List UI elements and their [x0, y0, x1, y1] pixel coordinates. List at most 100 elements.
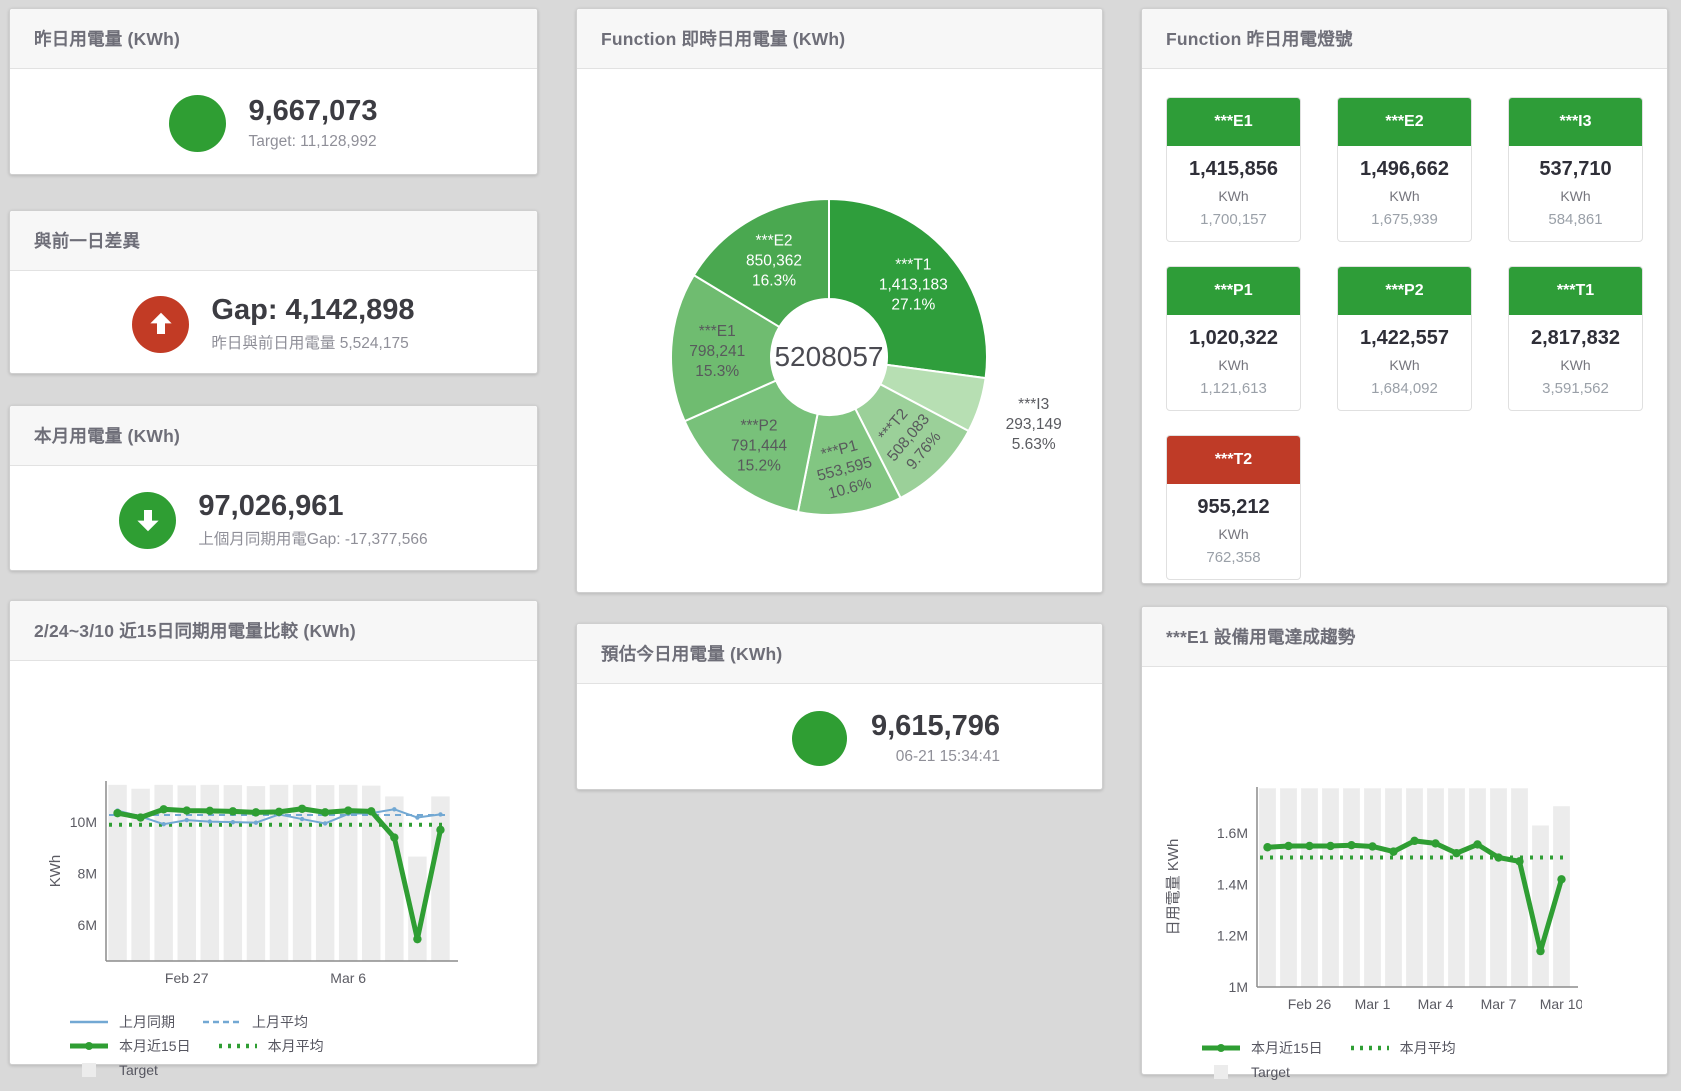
legend-swatch-thick-icon — [1202, 1044, 1240, 1052]
light-tile-P1-green: ***P1 1,020,322 KWh 1,121,613 — [1166, 266, 1301, 411]
status-circle-icon — [792, 711, 847, 766]
svg-text:6M: 6M — [78, 917, 97, 933]
arrow-up-icon — [132, 295, 190, 353]
donut-center-total: 5208057 — [774, 341, 883, 372]
donut-label-P1: ***P1553,59510.6% — [810, 435, 879, 505]
light-tile-name: ***T2 — [1167, 436, 1300, 484]
card-title-yesterday-lights: Function 昨日用電燈號 — [1142, 9, 1667, 69]
donut-label-E1: ***E1 798,241 15.3% — [689, 323, 745, 380]
legend-label: 本月平均 — [1399, 1040, 1456, 1056]
e1-trend-chart-legend: 本月近15日 本月平均 Target — [1200, 1036, 1667, 1084]
donut-label-T1: ***T1 1,413,183 27.1% — [879, 256, 948, 313]
light-tile-I3-green: ***I3 537,710 KWh 584,861 — [1508, 97, 1643, 242]
status-circle-icon — [169, 95, 227, 152]
card-yesterday-usage: 昨日用電量 (KWh) 9,667,073 Target: 11,128,992 — [9, 8, 538, 175]
svg-text:Mar 10: Mar 10 — [1540, 996, 1582, 1012]
light-tile-name: ***P1 — [1167, 267, 1300, 315]
day-gap-sub: 昨日與前日用電量 5,524,175 — [211, 335, 409, 353]
svg-text:10M: 10M — [70, 814, 97, 830]
card-title-e1-trend: ***E1 設備用電達成趨勢 — [1142, 607, 1667, 667]
light-tile-value: 1,415,856 — [1189, 158, 1278, 180]
light-tile-name: ***T1 — [1509, 267, 1642, 315]
card-title-day-gap: 與前一日差異 — [10, 211, 537, 271]
svg-text:Mar 6: Mar 6 — [330, 970, 366, 986]
svg-text:8M: 8M — [78, 866, 97, 882]
donut-label-P2: ***P2 791,444 15.2% — [731, 417, 787, 474]
day-gap-value: Gap: 4,142,898 — [211, 293, 415, 326]
donut-label-I3: ***I3 293,149 5.63% — [1006, 396, 1062, 453]
svg-text:1.4M: 1.4M — [1217, 876, 1248, 892]
light-tile-name: ***E2 — [1338, 98, 1471, 146]
light-tile-unit: KWh — [1389, 357, 1420, 373]
svg-text:1.6M: 1.6M — [1217, 825, 1248, 841]
legend-item-line[interactable]: 上月同期 — [68, 1012, 175, 1032]
light-tile-target: 1,675,939 — [1371, 211, 1438, 228]
card-title-realtime-usage: Function 即時日用電量 (KWh) — [577, 9, 1102, 69]
light-tile-unit: KWh — [1218, 526, 1249, 542]
legend-item-thick[interactable]: 本月近15日 — [68, 1036, 191, 1056]
legend-swatch-dots-icon — [1350, 1045, 1389, 1051]
light-tile-unit: KWh — [1218, 357, 1249, 373]
card-month-usage: 本月用電量 (KWh) 97,026,961 上個月同期用電Gap: -17,3… — [9, 405, 538, 571]
legend-label: Target — [1251, 1064, 1290, 1080]
card-e1-trend: ***E1 設備用電達成趨勢 1M 1.2M 1.4M 1.6M 日用電量 KWh Feb… — [1141, 606, 1668, 1080]
card-title-yesterday-usage: 昨日用電量 (KWh) — [10, 9, 537, 69]
legend-swatch-dots-icon — [218, 1043, 257, 1049]
svg-text:Mar 4: Mar 4 — [1418, 996, 1454, 1012]
card-day-gap: 與前一日差異 Gap: 4,142,898 昨日與前日用電量 5,524,175 — [9, 210, 538, 374]
legend-label: 本月平均 — [267, 1038, 324, 1054]
light-tile-name: ***E1 — [1167, 98, 1300, 146]
realtime-usage-donut-chart[interactable]: ***T1 1,413,183 27.1%***I3 293,149 5.63%***T… — [577, 69, 1104, 594]
card-title-estimated-today: 預估今日用電量 (KWh) — [577, 624, 1102, 684]
svg-text:1.2M: 1.2M — [1217, 928, 1248, 944]
light-tile-unit: KWh — [1560, 357, 1591, 373]
legend-item-dots[interactable]: 本月平均 — [1349, 1038, 1456, 1058]
legend-item-thick[interactable]: 本月近15日 — [1200, 1038, 1323, 1058]
donut-slice-T1[interactable] — [828, 197, 988, 380]
lights-grid: ***E1 1,415,856 KWh 1,700,157 ***E2 1,496,662… — [1142, 69, 1667, 608]
light-tile-target: 1,684,092 — [1371, 380, 1438, 397]
light-tile-target: 584,861 — [1548, 211, 1603, 228]
legend-swatch-line-icon — [70, 1020, 108, 1024]
light-tile-E2-green: ***E2 1,496,662 KWh 1,675,939 — [1337, 97, 1472, 242]
light-tile-T2-red: ***T2 955,212 KWh 762,358 — [1166, 435, 1301, 580]
yesterday-usage-value: 9,667,073 — [248, 95, 378, 128]
legend-item-dash[interactable]: 上月平均 — [201, 1012, 308, 1032]
legend-item-sq[interactable]: Target — [68, 1062, 158, 1078]
card-title-15day-comparison: 2/24~3/10 近15日同期用電量比較 (KWh) — [10, 601, 537, 661]
legend-label: 本月近15日 — [1251, 1040, 1323, 1056]
donut-slice-P2[interactable] — [683, 379, 819, 514]
light-tile-value: 1,496,662 — [1360, 158, 1449, 180]
card-realtime-usage-donut: Function 即時日用電量 (KWh) ***T1 1,413,183 27.1… — [576, 8, 1103, 593]
legend-swatch-sq-icon — [82, 1063, 96, 1077]
svg-text:KWh: KWh — [47, 855, 64, 888]
legend-label: 上月平均 — [252, 1014, 308, 1030]
legend-item-dots[interactable]: 本月平均 — [217, 1036, 324, 1056]
light-tile-target: 1,700,157 — [1200, 211, 1267, 228]
svg-text:Mar 1: Mar 1 — [1355, 996, 1391, 1012]
light-tile-name: ***I3 — [1509, 98, 1642, 146]
light-tile-name: ***P2 — [1338, 267, 1471, 315]
legend-swatch-dash-icon — [203, 1020, 241, 1024]
light-tile-unit: KWh — [1389, 188, 1420, 204]
light-tile-P2-green: ***P2 1,422,557 KWh 1,684,092 — [1337, 266, 1472, 411]
e1-trend-chart[interactable]: 1M 1.2M 1.4M 1.6M 日用電量 KWh Feb 26 Mar 1 Mar 4 Ma… — [1162, 777, 1583, 1027]
card-yesterday-lights: Function 昨日用電燈號 ***E1 1,415,856 KWh 1,700,1… — [1141, 8, 1668, 584]
legend-item-sq[interactable]: Target — [1200, 1064, 1290, 1080]
light-tile-target: 1,121,613 — [1200, 380, 1267, 397]
card-estimated-today: 預估今日用電量 (KWh) 9,615,796 06-21 15:34:41 — [576, 623, 1103, 790]
legend-swatch-thick-icon — [70, 1042, 108, 1050]
estimated-today-timestamp: 06-21 15:34:41 — [895, 747, 1001, 765]
svg-text:Mar 7: Mar 7 — [1481, 996, 1517, 1012]
donut-slice-E2[interactable] — [692, 197, 830, 329]
card-title-month-usage: 本月用電量 (KWh) — [10, 406, 537, 466]
month-usage-value: 97,026,961 — [198, 489, 344, 522]
light-tile-unit: KWh — [1218, 188, 1249, 204]
light-tile-E1-green: ***E1 1,415,856 KWh 1,700,157 — [1166, 97, 1301, 242]
comparison-chart[interactable]: 6M 8M 10M KWh Feb 27 Mar 6 — [44, 771, 464, 1001]
arrow-down-icon — [119, 491, 177, 549]
svg-text:1M: 1M — [1229, 979, 1248, 995]
light-tile-value: 1,422,557 — [1360, 327, 1449, 349]
light-tile-value: 2,817,832 — [1531, 327, 1620, 349]
